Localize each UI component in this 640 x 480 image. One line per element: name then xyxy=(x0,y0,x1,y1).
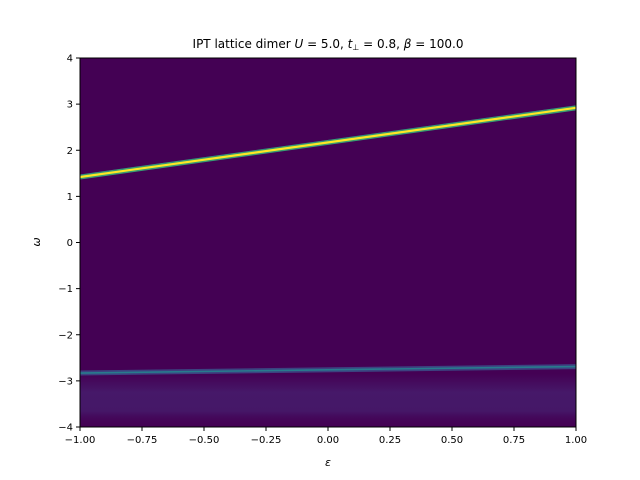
upper-band-segment xyxy=(154,163,159,166)
y-axis: −4 −3 −2 −1 0 1 2 3 4 xyxy=(58,54,80,434)
y-tick-label: −3 xyxy=(58,376,73,387)
upper-band-segment xyxy=(104,170,110,173)
upper-band-segment xyxy=(137,165,143,168)
y-tick-label: 4 xyxy=(67,54,73,65)
upper-band-segment xyxy=(112,169,118,171)
x-tick-label: 1.00 xyxy=(565,435,587,446)
lower-band-core xyxy=(80,365,576,374)
upper-band-segment xyxy=(443,123,448,125)
upper-band-segment xyxy=(476,118,482,121)
upper-band-segment xyxy=(286,145,291,147)
upper-band-segment xyxy=(377,132,382,134)
upper-band xyxy=(80,105,576,180)
upper-band-segment xyxy=(236,152,242,154)
y-tick-label: 2 xyxy=(67,146,73,157)
upper-band-segment xyxy=(327,139,333,141)
upper-band-segment xyxy=(245,150,250,153)
upper-band-segment xyxy=(369,133,374,136)
upper-band-segment xyxy=(385,131,391,133)
upper-band-segment xyxy=(179,160,184,162)
x-tick-label: 0.75 xyxy=(503,435,525,446)
upper-band-segment xyxy=(402,128,407,131)
chart-title: IPT lattice dimer U = 5.0, t⊥ = 0.8, β =… xyxy=(193,37,464,52)
x-tick-label: −0.75 xyxy=(127,435,158,446)
upper-band-segment xyxy=(278,146,283,148)
y-axis-label: ω xyxy=(30,237,43,246)
upper-band-segment xyxy=(270,147,275,149)
upper-band-segment xyxy=(518,112,523,115)
y-tick-label: −4 xyxy=(58,423,73,434)
upper-band-segment xyxy=(559,107,564,109)
upper-band-segment xyxy=(394,130,399,132)
upper-band-segment xyxy=(253,149,258,152)
upper-band-segment xyxy=(203,156,209,159)
x-tick-label: −1.00 xyxy=(65,435,96,446)
x-axis-label: ε xyxy=(325,456,331,469)
x-tick-label: 0.25 xyxy=(379,435,401,446)
upper-band-segment xyxy=(121,168,126,170)
upper-band-segment xyxy=(146,164,151,167)
upper-band-segment xyxy=(352,135,358,138)
upper-band-segment xyxy=(303,142,308,145)
upper-band-segment xyxy=(451,122,457,124)
upper-band-segment xyxy=(484,117,490,119)
upper-band-segment xyxy=(542,109,548,111)
x-tick-label: −0.25 xyxy=(251,435,282,446)
upper-band-segment xyxy=(220,154,225,156)
upper-band-segment xyxy=(311,141,316,144)
upper-band-segment xyxy=(88,172,93,175)
upper-band-segment xyxy=(360,134,366,137)
y-tick-label: −2 xyxy=(58,330,73,341)
upper-band-segment xyxy=(336,138,341,140)
upper-band-segment xyxy=(427,125,432,128)
upper-band-segment xyxy=(460,120,465,123)
upper-band-segment xyxy=(344,137,349,139)
upper-band-segment xyxy=(509,113,515,116)
upper-band-segment xyxy=(418,126,424,129)
y-tick-label: −1 xyxy=(58,284,73,295)
upper-band-segment xyxy=(261,148,267,151)
upper-band-segment xyxy=(435,124,440,126)
upper-band-segment xyxy=(80,173,85,176)
upper-band-segment xyxy=(195,157,200,160)
upper-band-segment xyxy=(212,155,217,158)
upper-band-segment xyxy=(501,115,506,117)
upper-band-segment xyxy=(526,111,531,114)
upper-band-segment xyxy=(96,171,101,174)
upper-band-segment xyxy=(187,158,192,161)
upper-band-segment xyxy=(294,143,300,146)
upper-band-segment xyxy=(129,167,134,169)
upper-band-segment xyxy=(228,153,234,155)
y-tick-label: 3 xyxy=(67,100,73,111)
upper-band-segment xyxy=(567,105,572,108)
lower-band-haze xyxy=(80,373,576,427)
upper-band-segment xyxy=(410,127,415,130)
upper-band-segment xyxy=(493,116,498,118)
upper-band-segment xyxy=(319,140,324,143)
upper-band-segment xyxy=(468,119,473,122)
y-tick-label: 1 xyxy=(67,192,73,203)
x-tick-label: 0.50 xyxy=(441,435,463,446)
upper-band-segment xyxy=(551,108,556,110)
upper-band-core xyxy=(80,106,576,179)
upper-band-segment xyxy=(534,110,539,113)
upper-band-segment xyxy=(170,161,176,163)
x-tick-label: −0.50 xyxy=(189,435,220,446)
upper-band-segment xyxy=(162,162,167,164)
x-tick-label: 0.00 xyxy=(317,435,339,446)
lower-band xyxy=(80,364,576,376)
y-tick-label: 0 xyxy=(67,238,73,249)
x-axis: −1.00 −0.75 −0.50 −0.25 0.00 0.25 0.50 0.75 1.00 xyxy=(65,427,587,446)
heatmap-marks xyxy=(80,105,576,427)
